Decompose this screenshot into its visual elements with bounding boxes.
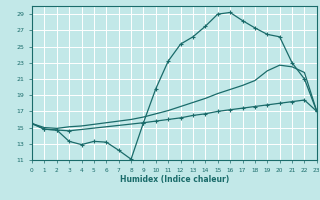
X-axis label: Humidex (Indice chaleur): Humidex (Indice chaleur) <box>120 175 229 184</box>
